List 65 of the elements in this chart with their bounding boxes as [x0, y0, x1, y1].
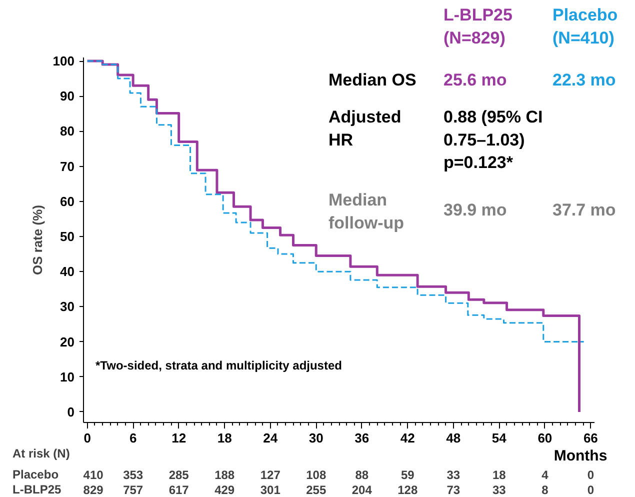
text: 353	[123, 468, 144, 482]
x-tick-label: 60	[538, 430, 552, 446]
text: 301	[260, 483, 281, 497]
x-tick-label: 12	[172, 430, 186, 446]
text: 73	[446, 483, 460, 497]
text: Placebo	[12, 468, 59, 482]
text: 127	[260, 468, 281, 482]
y-tick-label: 70	[60, 158, 75, 174]
x-tick-label: 48	[446, 430, 461, 446]
text: 757	[123, 483, 144, 497]
text: 204	[352, 483, 372, 497]
y-tick-label: 20	[60, 334, 75, 350]
y-tick-label: 50	[60, 228, 75, 244]
text: 285	[168, 468, 190, 482]
text: 429	[214, 483, 235, 497]
text: L-BLP25	[12, 482, 62, 496]
text: 829	[83, 483, 104, 497]
text: 0	[587, 483, 594, 497]
y-tick-label: 80	[60, 124, 75, 139]
text: (N=829)	[444, 28, 506, 48]
text: At risk (N)	[12, 446, 70, 460]
annotation: Median OS	[328, 70, 416, 90]
text: 128	[398, 483, 418, 497]
text: 0	[587, 468, 594, 482]
annotation: Adjusted HR	[328, 108, 402, 150]
x-tick-label: 66	[583, 430, 598, 446]
annotation: 0.88 (95% CI 0.75–1.03) p=0.123*	[444, 108, 543, 172]
text: 4	[542, 468, 549, 482]
text: 108	[306, 468, 326, 482]
x-tick-label: 42	[400, 430, 415, 446]
text: L-BLP25	[444, 6, 512, 24]
text: 188	[214, 468, 235, 482]
y-tick-label: 60	[60, 194, 75, 209]
annotation: 39.9 mo	[444, 200, 507, 220]
text: 255	[306, 483, 326, 497]
text: (N=410)	[552, 28, 614, 48]
annotation: Median follow-up	[328, 190, 404, 232]
annotation: 25.6 mo	[444, 70, 507, 90]
x-tick-label: 54	[492, 430, 508, 446]
text: 617	[168, 483, 190, 497]
y-axis-title: OS rate (%)	[30, 204, 45, 276]
x-tick-label: 30	[308, 430, 324, 446]
x-tick-label: 0	[84, 430, 91, 446]
y-tick-label: 10	[60, 369, 75, 384]
y-tick-label: 30	[60, 299, 75, 314]
x-tick-label: 18	[217, 430, 232, 446]
y-tick-label: 40	[60, 264, 75, 280]
text: 33	[492, 483, 506, 497]
annotation: *Two-sided, strata and multiplicity adjusted	[96, 358, 342, 372]
annotation: 22.3 mo	[552, 70, 616, 90]
x-tick-label: 36	[354, 430, 370, 446]
annotation: 37.7 mo	[552, 200, 616, 220]
text: 18	[492, 468, 506, 482]
text: 33	[446, 468, 460, 482]
text: 59	[400, 468, 415, 482]
text: 8	[542, 483, 549, 497]
x-tick-label: 24	[263, 430, 278, 446]
x-tick-label: 6	[129, 430, 137, 446]
y-tick-label: 0	[67, 404, 75, 420]
text: 410	[83, 468, 104, 482]
y-tick-label: 100	[52, 54, 75, 69]
text: Placebo	[552, 6, 618, 24]
x-axis-title: Months	[554, 448, 608, 464]
y-tick-label: 90	[60, 88, 75, 104]
text: 88	[355, 468, 369, 482]
